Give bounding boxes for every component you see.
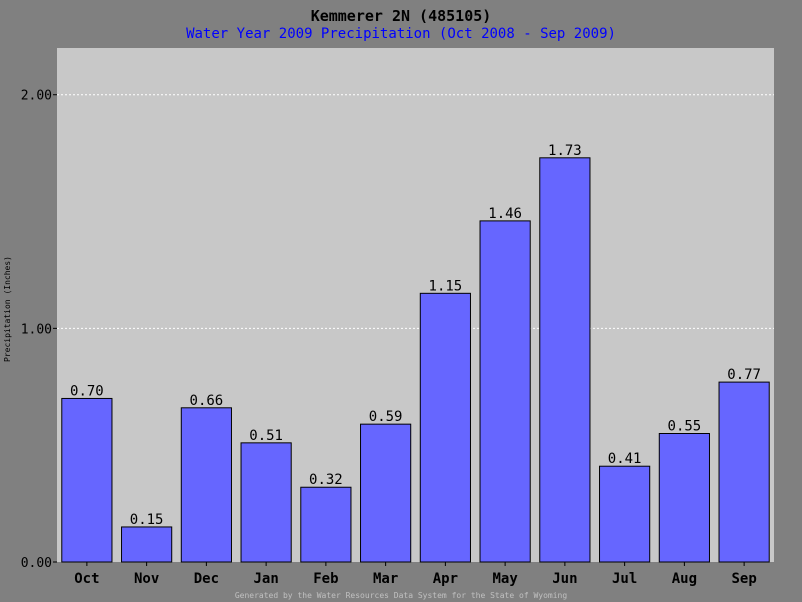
bar-may bbox=[479, 220, 531, 563]
x-tick-label: Jan bbox=[253, 571, 278, 587]
x-tick-label: Oct bbox=[74, 571, 99, 587]
value-label: 0.15 bbox=[130, 512, 164, 528]
chart-title: Kemmerer 2N (485105) bbox=[311, 7, 492, 25]
x-axis-ticks: Oct Nov Dec Jan Feb Mar Apr May Jun Jul Aug Sep bbox=[74, 562, 757, 587]
plot-area bbox=[57, 48, 774, 562]
y-axis-label: Precipitation (Inches) bbox=[3, 256, 12, 362]
value-label: 0.51 bbox=[249, 428, 283, 444]
value-label: 0.41 bbox=[608, 451, 642, 467]
x-tick-label: Apr bbox=[433, 571, 458, 587]
bar-jun bbox=[539, 157, 591, 563]
value-label: 1.46 bbox=[488, 206, 522, 222]
x-tick-label: Nov bbox=[134, 571, 159, 587]
bar-sep bbox=[718, 381, 770, 563]
y-axis-ticks: 0.00 1.00 2.00 bbox=[21, 89, 57, 571]
bar-aug bbox=[658, 433, 710, 563]
y-tick-label: 0.00 bbox=[21, 556, 52, 571]
value-label: 0.77 bbox=[727, 367, 761, 383]
bar-nov bbox=[121, 526, 173, 563]
value-label: 0.32 bbox=[309, 472, 343, 488]
bar-oct bbox=[61, 397, 113, 563]
value-labels: 0.70 0.15 0.66 0.51 0.32 0.59 1.15 1.46 1.73 0.41… bbox=[70, 143, 761, 528]
value-label: 0.59 bbox=[369, 409, 403, 425]
footer-note: Generated by the Water Resources Data Sy… bbox=[235, 591, 568, 600]
x-tick-label: Jul bbox=[612, 571, 637, 587]
value-label: 0.70 bbox=[70, 383, 104, 399]
x-tick-label: Aug bbox=[672, 571, 697, 587]
value-label: 0.66 bbox=[190, 393, 224, 409]
x-tick-label: May bbox=[492, 571, 518, 587]
y-tick-label: 2.00 bbox=[21, 89, 52, 104]
bar-jul bbox=[599, 465, 651, 563]
x-tick-label: Feb bbox=[313, 571, 338, 587]
bar-mar bbox=[360, 423, 412, 563]
bars bbox=[61, 157, 770, 563]
bar-jan bbox=[240, 442, 292, 563]
gridlines bbox=[57, 94, 774, 329]
x-tick-label: Jun bbox=[552, 571, 577, 587]
x-tick-label: Mar bbox=[373, 571, 398, 587]
chart-subtitle: Water Year 2009 Precipitation (Oct 2008 … bbox=[186, 26, 616, 42]
x-tick-label: Dec bbox=[194, 571, 219, 587]
value-label: 1.73 bbox=[548, 143, 582, 159]
bar-apr bbox=[419, 292, 471, 563]
x-tick-label: Sep bbox=[731, 571, 756, 587]
y-tick-label: 1.00 bbox=[21, 322, 52, 337]
value-label: 1.15 bbox=[429, 278, 463, 294]
value-label: 0.55 bbox=[668, 419, 702, 435]
bar-dec bbox=[180, 407, 232, 563]
bar-feb bbox=[300, 486, 352, 563]
